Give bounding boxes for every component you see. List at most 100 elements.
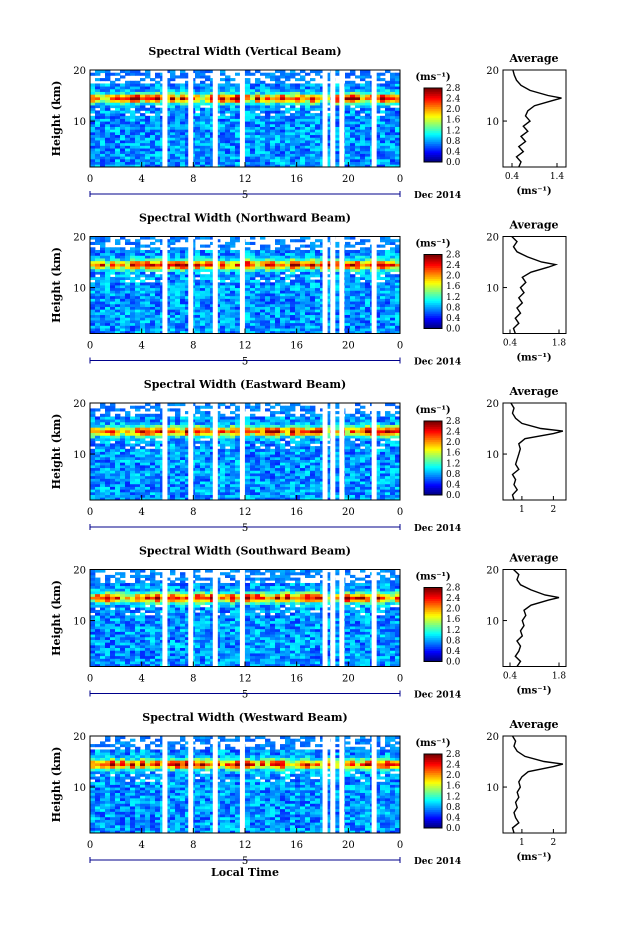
heatmap-cell <box>205 252 211 256</box>
heatmap-cell <box>140 150 146 154</box>
heatmap-cell <box>120 443 126 447</box>
heatmap-cell <box>255 96 261 101</box>
heatmap-cell <box>155 110 161 114</box>
heatmap-cell <box>355 137 361 141</box>
heatmap-cell <box>230 301 236 305</box>
heatmap-cell <box>310 70 316 74</box>
heatmap-cell <box>395 113 401 117</box>
heatmap-cell <box>175 470 181 474</box>
heatmap-cell <box>165 462 171 466</box>
heatmap-cell <box>140 435 146 439</box>
heatmap-cell <box>155 416 161 420</box>
heatmap-cell <box>165 80 171 84</box>
heatmap-cell <box>120 247 126 251</box>
heatmap-cell <box>180 158 186 163</box>
heatmap-cell <box>210 137 216 141</box>
heatmap-cell <box>265 118 271 122</box>
heatmap-cell <box>250 150 256 154</box>
heatmap-cell <box>180 148 186 152</box>
heatmap-cell <box>300 123 306 127</box>
heatmap-cell <box>295 96 301 101</box>
heatmap-cell <box>170 440 176 444</box>
heatmap-cell <box>165 325 171 329</box>
heatmap-cell <box>270 263 276 267</box>
heatmap-cell <box>285 91 291 95</box>
heatmap-cell <box>225 107 231 111</box>
colorbar-swatch <box>424 88 442 91</box>
heatmap-cell <box>180 274 186 278</box>
heatmap-cell <box>195 131 201 136</box>
heatmap-cell <box>165 438 171 442</box>
heatmap-cell <box>310 164 316 168</box>
heatmap-cell <box>130 266 136 270</box>
heatmap-cell <box>230 83 236 87</box>
colorbar-swatch <box>424 121 442 124</box>
heatmap-cell <box>120 137 126 141</box>
heatmap-cell <box>325 287 331 291</box>
heatmap-cell <box>390 72 396 76</box>
heatmap-cell <box>155 102 161 106</box>
heatmap-cell <box>220 105 226 109</box>
heatmap-cell <box>125 255 131 259</box>
heatmap-cell <box>195 99 201 103</box>
heatmap-cell <box>395 110 401 114</box>
heatmap-cell <box>120 481 126 485</box>
heatmap-cell <box>230 311 236 316</box>
heatmap-cell <box>135 158 141 163</box>
heatmap-cell <box>280 314 286 318</box>
heatmap-cell <box>140 258 146 262</box>
heatmap-cell <box>125 282 131 286</box>
heatmap-cell <box>220 285 226 289</box>
heatmap-cell <box>175 429 181 434</box>
heatmap-cell <box>355 279 361 283</box>
heatmap-cell <box>325 306 331 310</box>
heatmap-cell <box>385 83 391 87</box>
heatmap-cell <box>155 432 161 436</box>
heatmap-cell <box>140 473 146 477</box>
heatmap-cell <box>170 328 176 332</box>
heatmap-cell <box>205 86 211 90</box>
heatmap-cell <box>325 274 331 278</box>
colorbar-swatch <box>424 113 442 117</box>
heatmap-cell <box>265 99 271 103</box>
heatmap-cell <box>200 142 206 146</box>
heatmap-cell <box>275 134 281 138</box>
heatmap-cell <box>120 473 126 477</box>
heatmap-cell <box>385 102 391 106</box>
y-tick-label: 20 <box>73 66 86 77</box>
heatmap-cell <box>110 306 116 310</box>
heatmap-cell <box>130 271 136 275</box>
heatmap-cell <box>195 478 201 482</box>
heatmap-cell <box>120 129 126 133</box>
heatmap-cell <box>125 123 131 127</box>
heatmap-cell <box>120 96 126 101</box>
heatmap-cell <box>310 88 316 92</box>
heatmap-cell <box>305 263 311 267</box>
heatmap-cell <box>285 78 291 82</box>
heatmap-cell <box>130 145 136 149</box>
heatmap-cell <box>285 260 291 264</box>
heatmap-cell <box>375 83 381 87</box>
heatmap-cell <box>195 473 201 477</box>
heatmap-cell <box>205 78 211 82</box>
heatmap-cell <box>175 131 181 136</box>
heatmap-cell <box>170 137 176 141</box>
colorbar-swatch <box>424 282 442 285</box>
heatmap-cell <box>360 91 366 95</box>
heatmap-cell <box>110 295 116 299</box>
heatmap-cell <box>290 290 296 294</box>
heatmap-cell <box>270 137 276 141</box>
heatmap-cell <box>95 459 101 463</box>
heatmap-cell <box>135 148 141 152</box>
heatmap-cell <box>310 320 316 324</box>
heatmap-cell <box>305 110 311 114</box>
heatmap-cell <box>100 279 106 283</box>
heatmap-cell <box>275 260 281 264</box>
heatmap-cell <box>345 102 351 106</box>
heatmap-cell <box>260 110 266 114</box>
heatmap-cell <box>175 325 181 329</box>
heatmap-cell <box>90 137 96 141</box>
heatmap-cell <box>125 239 131 243</box>
heatmap-cell <box>275 91 281 95</box>
heatmap-cell <box>90 72 96 76</box>
